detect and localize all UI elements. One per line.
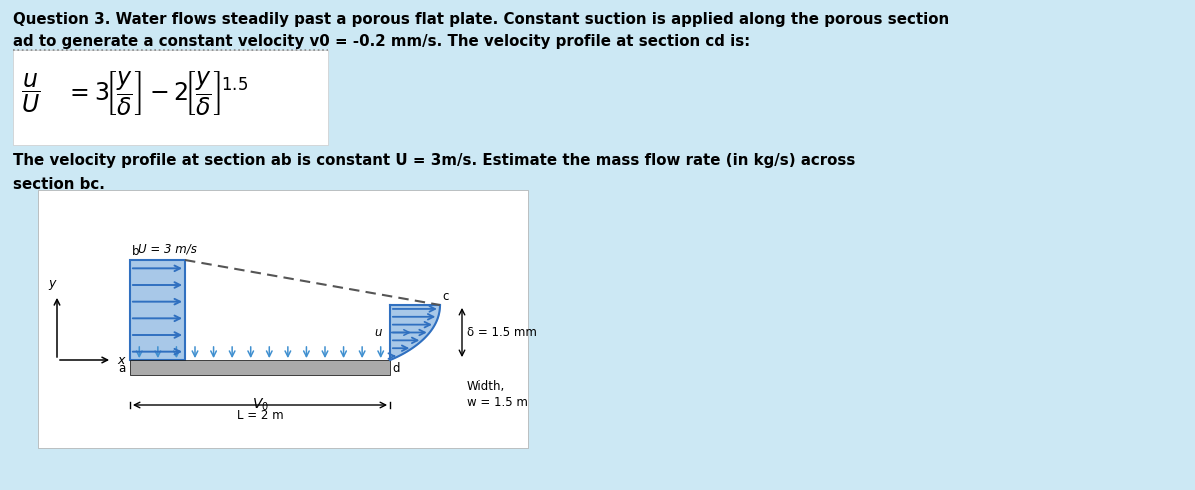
Text: y: y (48, 277, 56, 290)
Text: Question 3. Water flows steadily past a porous flat plate. Constant suction is a: Question 3. Water flows steadily past a … (13, 12, 949, 27)
Text: u: u (374, 326, 382, 339)
Text: w = 1.5 m: w = 1.5 m (467, 396, 528, 409)
Polygon shape (390, 305, 440, 360)
Text: c: c (442, 290, 448, 303)
Bar (130, 260, 185, 360)
Text: Width,: Width, (467, 380, 505, 393)
Text: a: a (118, 362, 125, 375)
Text: L = 2 m: L = 2 m (237, 409, 283, 422)
Text: d: d (392, 362, 399, 375)
Text: The velocity profile at section ab is constant U = 3m/s. Estimate the mass flow : The velocity profile at section ab is co… (13, 153, 856, 168)
FancyBboxPatch shape (38, 190, 528, 448)
Text: $V_0$: $V_0$ (251, 397, 269, 414)
Text: b: b (131, 245, 140, 258)
Text: $= 3\!\left[\dfrac{y}{\delta}\right] - 2\!\left[\dfrac{y}{\delta}\right]^{\!1.5}: $= 3\!\left[\dfrac{y}{\delta}\right] - 2… (65, 69, 249, 118)
Text: x: x (117, 353, 124, 367)
Text: δ = 1.5 mm: δ = 1.5 mm (467, 326, 537, 339)
Text: section bc.: section bc. (13, 177, 105, 192)
Bar (130, 360, 390, 375)
FancyBboxPatch shape (13, 50, 327, 145)
Text: U = 3 m/s: U = 3 m/s (139, 242, 197, 255)
Text: ad to generate a constant velocity v0 = -0.2 mm/s. The velocity profile at secti: ad to generate a constant velocity v0 = … (13, 34, 750, 49)
Text: $\dfrac{u}{U}$: $\dfrac{u}{U}$ (22, 72, 41, 115)
